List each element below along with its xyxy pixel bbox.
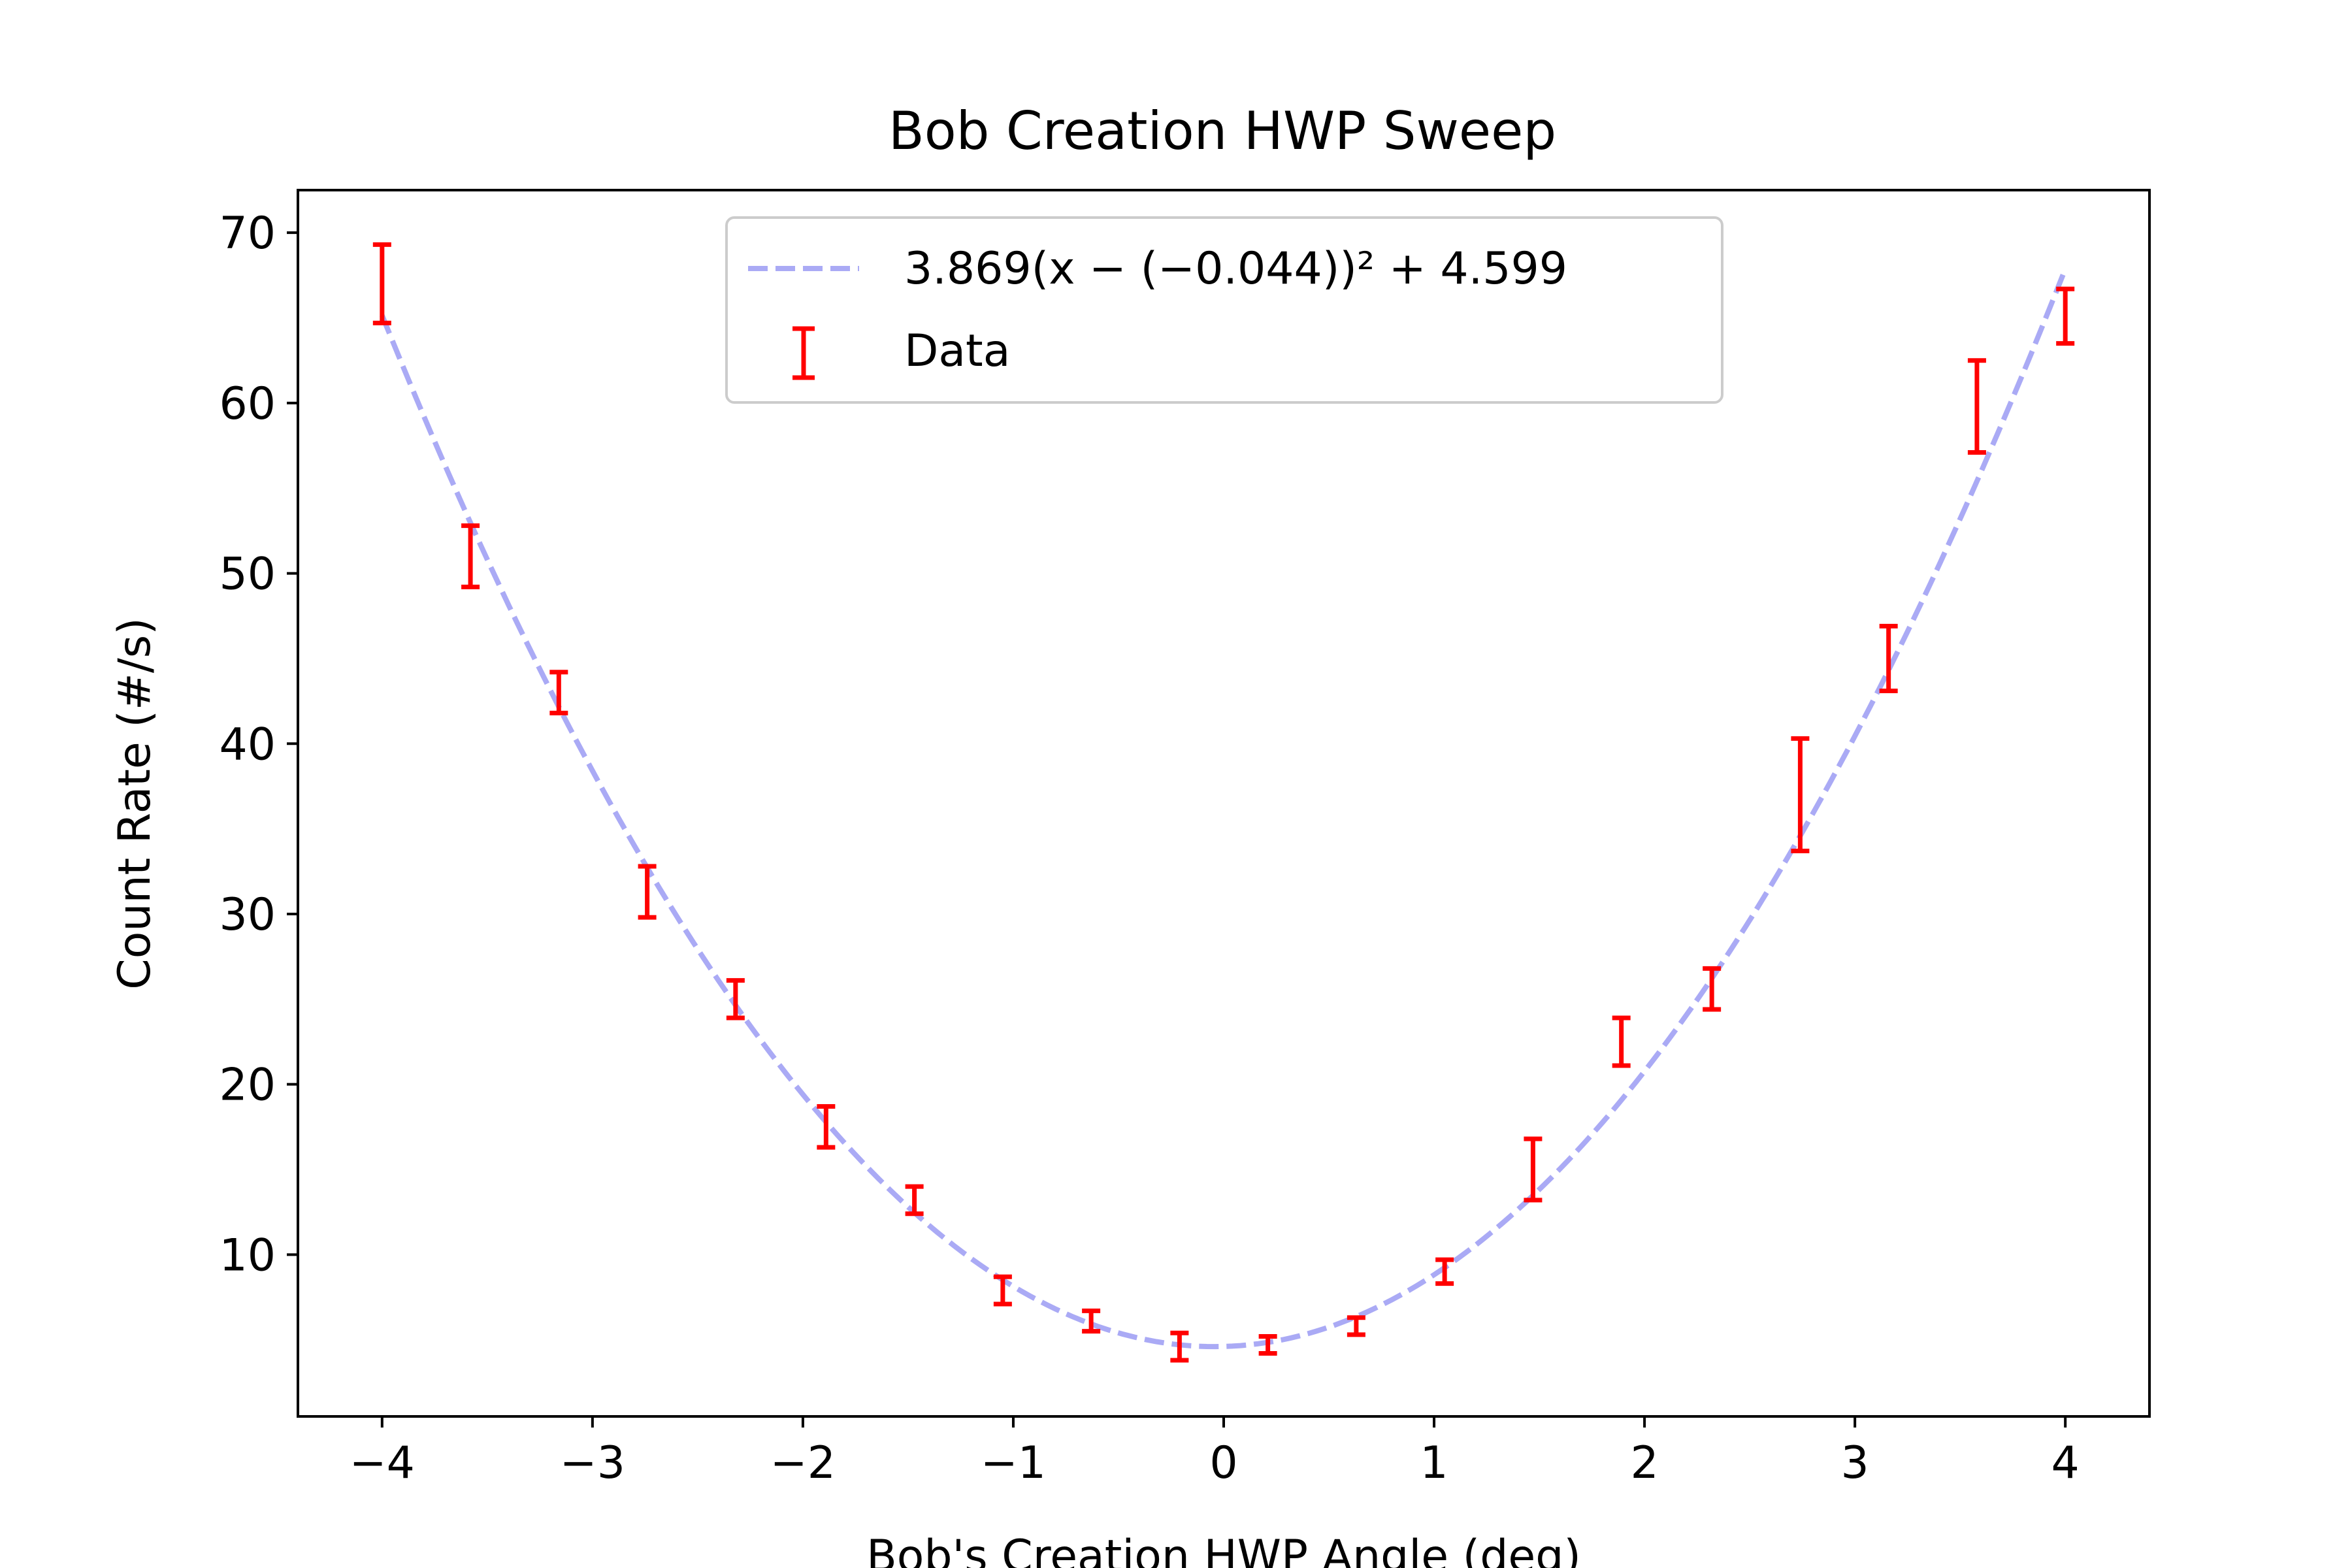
x-axis-label: Bob's Creation HWP Angle (deg) bbox=[866, 1531, 1581, 1568]
data-point bbox=[1347, 1315, 1365, 1337]
x-tick-label: −3 bbox=[560, 1437, 625, 1489]
x-tick-label: −2 bbox=[770, 1437, 836, 1489]
y-tick-label: 30 bbox=[219, 889, 276, 941]
x-tick-label: 1 bbox=[1420, 1437, 1448, 1489]
data-point bbox=[1170, 1330, 1189, 1363]
data-point bbox=[1967, 358, 1986, 455]
data-point bbox=[1703, 966, 1722, 1012]
data-point bbox=[1791, 736, 1810, 853]
x-axis-ticks: −4 −3 −2 −1 0 1 2 3 4 bbox=[350, 1416, 2080, 1489]
x-tick-label: 3 bbox=[1841, 1437, 1869, 1489]
fit-curve-layer bbox=[380, 268, 2068, 1350]
fit-curve bbox=[380, 268, 2068, 1350]
legend-fit-label: 3.869(x − (−0.044))² + 4.599 bbox=[904, 243, 1567, 295]
data-point bbox=[1082, 1308, 1101, 1334]
y-tick-label: 20 bbox=[219, 1060, 276, 1111]
chart-title: Bob Creation HWP Sweep bbox=[889, 101, 1556, 161]
legend-data-swatch bbox=[792, 326, 815, 380]
data-point bbox=[372, 242, 391, 325]
data-point bbox=[726, 978, 745, 1021]
legend-box bbox=[725, 216, 1723, 404]
data-point bbox=[993, 1274, 1012, 1307]
x-tick-label: 4 bbox=[2051, 1437, 2080, 1489]
y-tick-label: 70 bbox=[219, 208, 276, 259]
data-point bbox=[1435, 1257, 1454, 1286]
y-tick-label: 60 bbox=[219, 378, 276, 430]
data-point bbox=[1612, 1015, 1631, 1068]
data-point bbox=[461, 523, 480, 589]
data-point bbox=[1258, 1333, 1277, 1356]
y-tick-label: 40 bbox=[219, 719, 276, 770]
data-point bbox=[549, 670, 568, 715]
y-tick-label: 50 bbox=[219, 549, 276, 600]
legend: 3.869(x − (−0.044))² + 4.599 Data bbox=[725, 216, 1723, 404]
x-tick-label: 0 bbox=[1209, 1437, 1237, 1489]
y-axis-ticks: 10 20 30 40 50 60 70 bbox=[219, 208, 298, 1281]
data-point bbox=[905, 1184, 924, 1217]
data-point bbox=[638, 864, 657, 920]
data-point bbox=[1879, 623, 1898, 693]
x-tick-label: 2 bbox=[1630, 1437, 1658, 1489]
data-point bbox=[1524, 1136, 1543, 1203]
x-tick-label: −1 bbox=[981, 1437, 1046, 1489]
x-tick-label: −4 bbox=[350, 1437, 415, 1489]
data-point bbox=[2056, 286, 2075, 346]
legend-data-label: Data bbox=[904, 325, 1010, 377]
y-axis-label: Count Rate (#/s) bbox=[109, 617, 161, 989]
data-point bbox=[817, 1104, 836, 1150]
data-series-layer bbox=[372, 242, 2075, 1363]
y-tick-label: 10 bbox=[219, 1230, 276, 1281]
